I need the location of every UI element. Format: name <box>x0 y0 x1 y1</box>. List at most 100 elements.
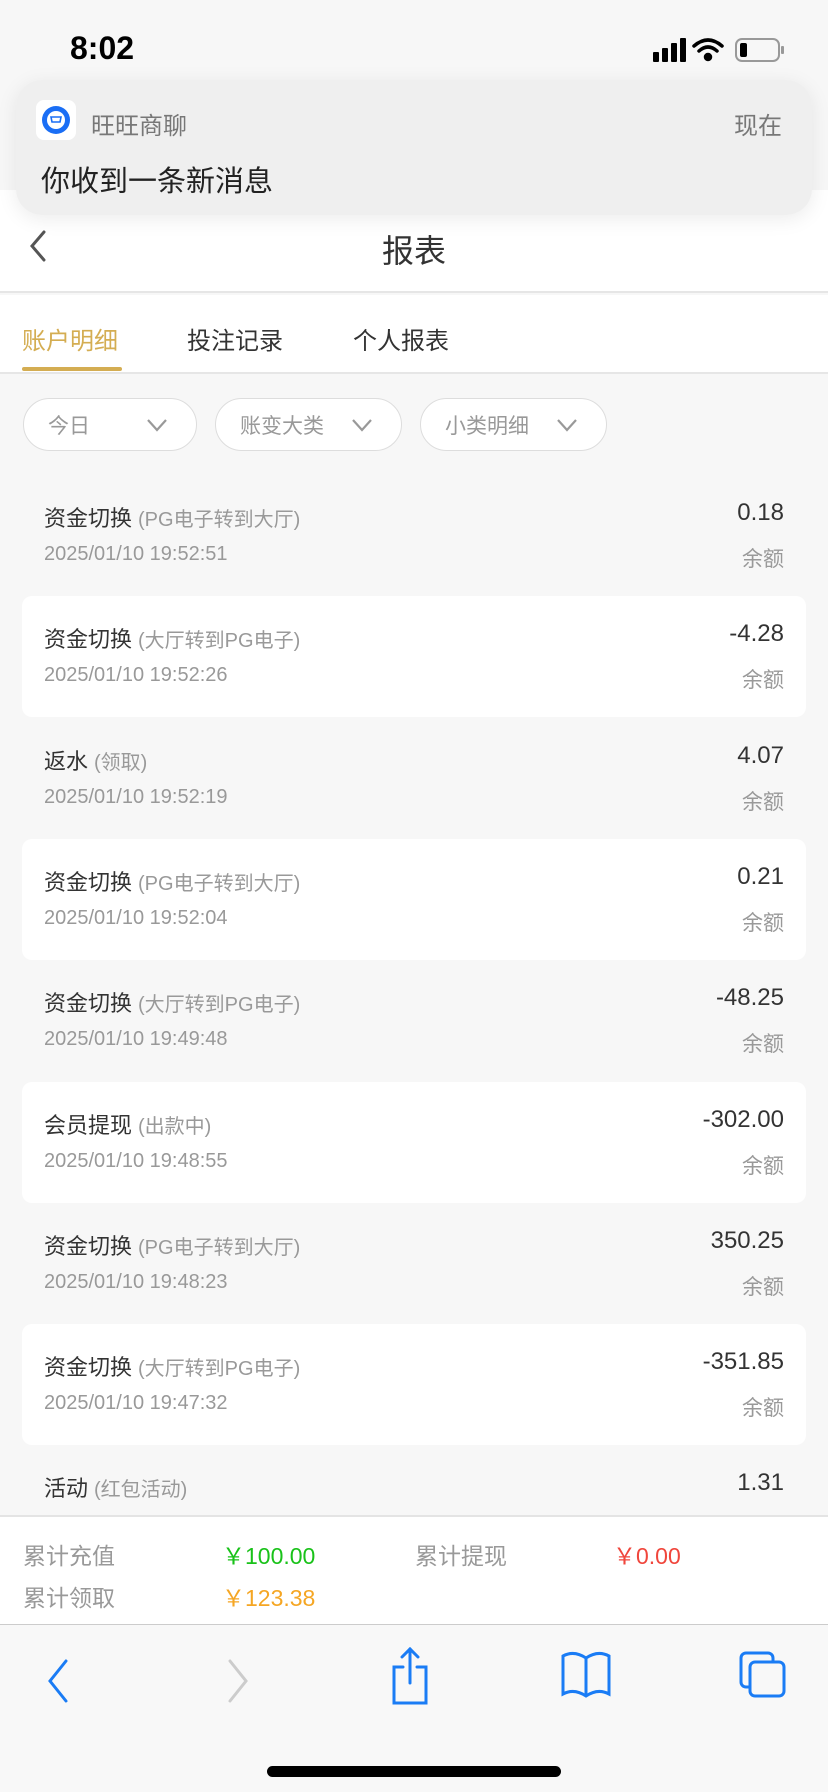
app-icon <box>36 100 76 140</box>
record-title: 会员提现 (出款中) <box>44 1108 211 1140</box>
notification-time: 现在 <box>734 113 782 140</box>
battery-icon <box>735 38 784 62</box>
back-chevron-icon[interactable] <box>24 226 54 266</box>
record-type: 资金切换 <box>44 869 133 895</box>
record-type: 会员提现 <box>44 1112 133 1138</box>
browser-back-icon[interactable] <box>44 1655 74 1705</box>
record-type: 资金切换 <box>44 1355 133 1381</box>
record-amount: 350.25 <box>710 1226 784 1254</box>
tab-bet-records[interactable]: 投注记录 <box>187 328 283 355</box>
record-balance: 余额 <box>742 790 784 814</box>
claim-label: 累计领取 <box>23 1585 115 1611</box>
page-title: 报表 <box>381 233 446 269</box>
record-subtype: (大厅转到PG电子) <box>138 630 301 653</box>
record-balance: 余额 <box>742 1154 784 1178</box>
recharge-label: 累计充值 <box>23 1543 115 1569</box>
record-amount: -351.85 <box>702 1348 784 1376</box>
record-type: 资金切换 <box>44 627 133 653</box>
tab-bar: 账户明细 投注记录 个人报表 <box>0 295 828 374</box>
filter-date[interactable]: 今日 <box>23 398 197 451</box>
withdraw-value: ￥0.00 <box>613 1543 681 1569</box>
notification-message: 你收到一条新消息 <box>41 166 274 198</box>
record-date: 2025/01/10 19:52:19 <box>44 785 228 808</box>
record-date: 2025/01/10 19:49:48 <box>44 1028 228 1051</box>
record-balance: 余额 <box>742 1033 784 1057</box>
record-date: 2025/01/10 19:47:32 <box>44 1392 228 1415</box>
record-balance: 余额 <box>742 669 784 693</box>
browser-forward-icon[interactable] <box>222 1655 252 1705</box>
record-amount: -48.25 <box>715 984 784 1012</box>
record-row[interactable]: 资金切换 (PG电子转到大厅) 2025/01/10 19:52:51 0.18 … <box>22 475 806 596</box>
record-row[interactable]: 活动 (红包活动) 1.31 <box>22 1445 806 1566</box>
tabs-icon[interactable] <box>738 1650 788 1700</box>
record-subtype: (出款中) <box>138 1115 212 1138</box>
status-time: 8:02 <box>70 30 135 66</box>
record-balance: 余额 <box>742 548 784 571</box>
record-balance: 余额 <box>742 911 784 935</box>
share-icon[interactable] <box>390 1645 430 1705</box>
status-bar: 8:02 <box>0 0 828 90</box>
record-date: 2025/01/10 19:48:23 <box>44 1270 228 1293</box>
record-row[interactable]: 资金切换 (大厅转到PG电子) 2025/01/10 19:47:32 -351.… <box>22 1324 806 1446</box>
withdraw-label: 累计提现 <box>415 1543 507 1569</box>
tab-account-details[interactable]: 账户明细 <box>22 328 118 355</box>
record-date: 2025/01/10 19:52:26 <box>44 664 228 687</box>
chevron-down-icon <box>147 418 167 432</box>
record-row[interactable]: 资金切换 (大厅转到PG电子) 2025/01/10 19:49:48 -48.2… <box>22 960 806 1081</box>
wifi-icon <box>692 38 724 62</box>
record-title: 资金切换 (PG电子转到大厅) <box>44 865 300 897</box>
record-subtype: (PG电子转到大厅) <box>138 509 301 531</box>
notification-app-name: 旺旺商聊 <box>91 113 187 140</box>
record-subtype: (大厅转到PG电子) <box>138 994 301 1017</box>
record-subtype: (PG电子转到大厅) <box>138 1236 301 1259</box>
record-type: 资金切换 <box>44 991 133 1017</box>
signal-icon <box>653 38 686 62</box>
filter-label: 今日 <box>48 414 90 438</box>
record-title: 资金切换 (大厅转到PG电子) <box>44 622 300 654</box>
notification-banner[interactable]: 旺旺商聊 现在 你收到一条新消息 <box>16 80 812 215</box>
filter-label: 小类明细 <box>445 414 529 438</box>
record-row[interactable]: 资金切换 (大厅转到PG电子) 2025/01/10 19:52:26 -4.28… <box>22 596 806 718</box>
record-amount: -4.28 <box>729 620 784 648</box>
record-title: 资金切换 (PG电子转到大厅) <box>44 1229 300 1261</box>
record-title: 资金切换 (大厅转到PG电子) <box>44 986 300 1018</box>
tab-personal-report[interactable]: 个人报表 <box>353 328 449 355</box>
record-title: 活动 (红包活动) <box>44 1471 187 1503</box>
recharge-value: ￥100.00 <box>222 1543 316 1569</box>
record-amount: -302.00 <box>702 1105 784 1133</box>
record-row[interactable]: 资金切换 (PG电子转到大厅) 2025/01/10 19:48:23 350.2… <box>22 1203 806 1324</box>
record-type: 活动 <box>44 1476 89 1502</box>
record-date: 2025/01/10 19:52:04 <box>44 906 228 929</box>
record-subtype: (领取) <box>94 751 148 774</box>
claim-value: ￥123.38 <box>222 1585 316 1611</box>
record-row[interactable]: 资金切换 (PG电子转到大厅) 2025/01/10 19:52:04 0.21 … <box>22 838 806 960</box>
record-row[interactable]: 会员提现 (出款中) 2025/01/10 19:48:55 -302.00 余额 <box>22 1081 806 1203</box>
filter-label: 账变大类 <box>240 414 324 438</box>
record-balance: 余额 <box>742 1275 784 1299</box>
active-tab-indicator <box>22 367 122 371</box>
record-row[interactable]: 返水 (领取) 2025/01/10 19:52:19 4.07 余额 <box>22 718 806 839</box>
record-subtype: (PG电子转到大厅) <box>138 872 301 895</box>
record-amount: 1.31 <box>737 1469 784 1497</box>
record-amount: 4.07 <box>737 741 784 769</box>
record-subtype: (大厅转到PG电子) <box>138 1358 301 1381</box>
home-indicator <box>267 1766 561 1777</box>
record-type: 返水 <box>44 748 89 774</box>
bookmarks-icon[interactable] <box>560 1650 612 1700</box>
record-title: 返水 (领取) <box>44 744 147 776</box>
browser-toolbar <box>0 1625 828 1792</box>
record-title: 资金切换 (PG电子转到大厅) <box>44 501 300 533</box>
summary-bar: 累计充值 ￥100.00 累计提现 ￥0.00 累计领取 ￥123.38 <box>0 1515 828 1625</box>
record-date: 2025/01/10 19:48:55 <box>44 1149 228 1172</box>
record-subtype: (红包活动) <box>94 1479 188 1502</box>
record-balance: 余额 <box>742 1397 784 1421</box>
chevron-down-icon <box>557 418 577 432</box>
filter-category[interactable]: 账变大类 <box>215 398 402 451</box>
record-type: 资金切换 <box>44 506 133 531</box>
status-icons <box>653 38 784 62</box>
record-date: 2025/01/10 19:52:51 <box>44 543 228 565</box>
chevron-down-icon <box>352 418 372 432</box>
record-amount: 0.18 <box>737 499 784 526</box>
filter-subcategory[interactable]: 小类明细 <box>420 398 607 451</box>
record-amount: 0.21 <box>737 862 784 890</box>
